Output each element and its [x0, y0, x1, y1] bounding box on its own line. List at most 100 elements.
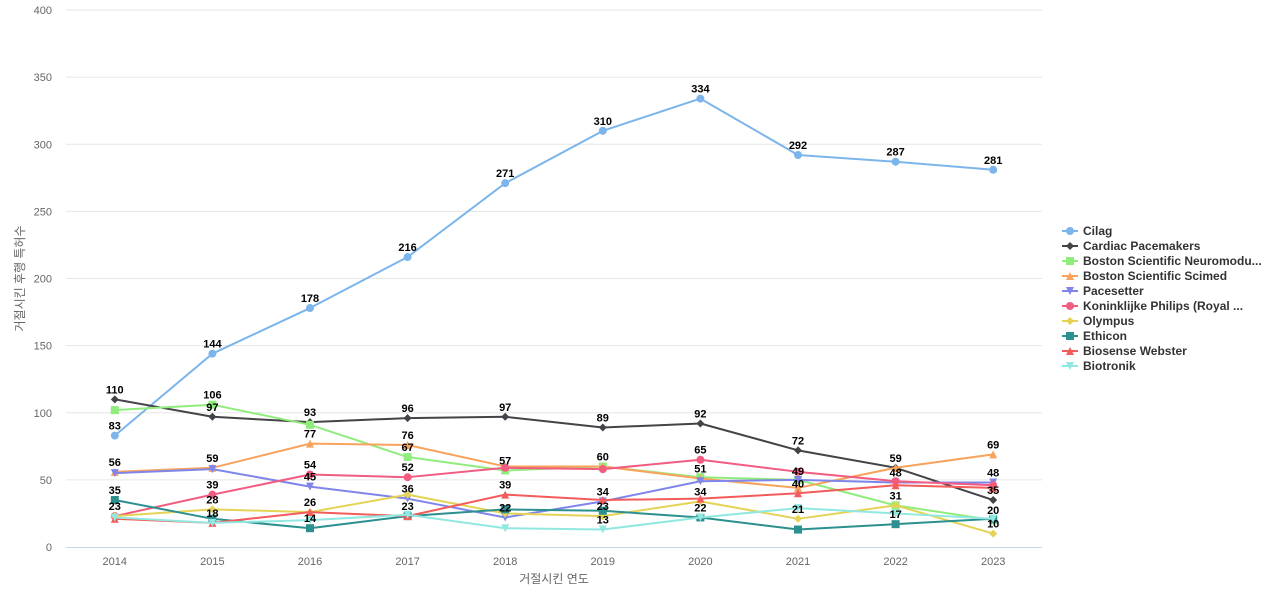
data-label: 22: [499, 502, 511, 514]
data-point: [794, 150, 802, 159]
data-point: [208, 505, 217, 514]
data-label: 28: [206, 494, 218, 506]
legend-symbol: [1066, 227, 1074, 235]
legend-symbol: [1066, 257, 1074, 265]
data-point: [989, 529, 998, 538]
data-label: 18: [206, 508, 218, 520]
y-tick-label: 350: [34, 72, 52, 84]
legend-item-pacesetter[interactable]: Pacesetter: [1062, 284, 1144, 298]
series-line: [114, 493, 994, 535]
data-point: [598, 423, 607, 432]
y-tick-label: 200: [34, 274, 52, 286]
data-point: [110, 496, 119, 505]
data-label: 57: [499, 455, 511, 467]
data-point: [696, 477, 705, 486]
data-point: [794, 446, 802, 455]
legend-item-cilag[interactable]: Cilag: [1062, 224, 1112, 238]
data-label: 72: [792, 435, 804, 447]
data-label: 17: [889, 509, 901, 521]
series-biotronik[interactable]: [110, 504, 998, 534]
series-boston-scientific-scimed[interactable]: [110, 439, 998, 492]
legend-item-boston-scientific-neuromodu[interactable]: Boston Scientific Neuromodu...: [1062, 254, 1262, 268]
series-line: [114, 499, 994, 531]
data-label: 14: [304, 513, 317, 525]
data-label: 77: [304, 429, 316, 441]
series-line: [114, 97, 994, 437]
data-point: [403, 473, 412, 482]
data-point: [403, 414, 412, 423]
data-point: [794, 504, 802, 513]
data-point: [989, 514, 998, 523]
legend-symbol: [1066, 302, 1074, 310]
legend-symbol: [1066, 317, 1074, 325]
data-point: [110, 469, 119, 478]
data-point: [696, 494, 705, 503]
data-label: 20: [987, 505, 999, 517]
y-tick-label: 50: [40, 475, 52, 487]
legend-label: Ethicon: [1083, 329, 1127, 343]
x-tick-label: 2021: [786, 556, 810, 568]
data-label: 67: [401, 442, 413, 454]
data-point: [696, 419, 705, 428]
legend-item-koninklijke-philips-royal[interactable]: Koninklijke Philips (Royal ...: [1062, 299, 1243, 313]
data-label: 36: [401, 484, 413, 496]
data-point: [208, 400, 217, 409]
y-tick-label: 300: [34, 139, 52, 151]
data-point: [598, 506, 607, 515]
legend-label: Boston Scientific Scimed: [1083, 269, 1227, 283]
legend-item-olympus[interactable]: Olympus: [1062, 314, 1135, 328]
data-label: 60: [597, 451, 609, 463]
x-tick-label: 2018: [493, 556, 517, 568]
legend-symbol: [1066, 347, 1074, 355]
data-point: [794, 525, 802, 534]
data-label: 96: [401, 403, 413, 415]
data-point: [403, 453, 412, 462]
data-point: [403, 440, 412, 449]
x-tick-label: 2023: [981, 556, 1005, 568]
data-label: 97: [206, 402, 218, 414]
data-label: 56: [109, 457, 121, 469]
series-line: [114, 398, 994, 501]
data-point: [501, 463, 510, 472]
data-point: [110, 406, 119, 415]
legend-label: Biosense Webster: [1083, 344, 1187, 358]
data-label: 281: [984, 155, 1002, 167]
data-point: [403, 494, 412, 503]
legend-symbol: [1066, 287, 1074, 295]
data-label: 292: [789, 140, 807, 152]
data-label: 35: [109, 485, 121, 497]
data-label: 31: [889, 490, 901, 502]
legend-item-cardiac-pacemakers[interactable]: Cardiac Pacemakers: [1062, 239, 1201, 253]
legend-item-ethicon[interactable]: Ethicon: [1062, 329, 1127, 343]
data-label: 48: [889, 468, 901, 480]
data-point: [501, 505, 510, 514]
data-label: 92: [694, 408, 706, 420]
legend-item-boston-scientific-scimed[interactable]: Boston Scientific Scimed: [1062, 269, 1227, 283]
data-point: [208, 518, 217, 527]
data-label: 310: [594, 116, 612, 128]
data-labels: 8311056352314410697593928181789377544526…: [106, 84, 1002, 531]
legend-item-biosense-webster[interactable]: Biosense Webster: [1062, 344, 1187, 358]
legend-symbol: [1066, 242, 1074, 250]
data-label: 144: [203, 339, 222, 351]
data-point: [306, 482, 314, 491]
data-point: [989, 496, 998, 505]
data-point: [501, 490, 510, 499]
data-label: 287: [886, 147, 904, 159]
data-point: [306, 304, 314, 313]
data-label: 23: [401, 501, 413, 513]
series-cilag[interactable]: [110, 94, 998, 440]
legend-item-biotronik[interactable]: Biotronik: [1062, 359, 1136, 373]
data-point: [208, 490, 217, 499]
data-point: [598, 496, 607, 505]
data-label: 69: [987, 439, 999, 451]
legend-symbol: [1066, 272, 1074, 280]
data-label: 271: [496, 168, 514, 180]
data-point: [989, 483, 998, 492]
data-point: [696, 513, 705, 522]
data-point: [989, 450, 998, 459]
data-label: 83: [109, 421, 121, 433]
data-label: 178: [301, 293, 319, 305]
data-point: [306, 516, 314, 525]
